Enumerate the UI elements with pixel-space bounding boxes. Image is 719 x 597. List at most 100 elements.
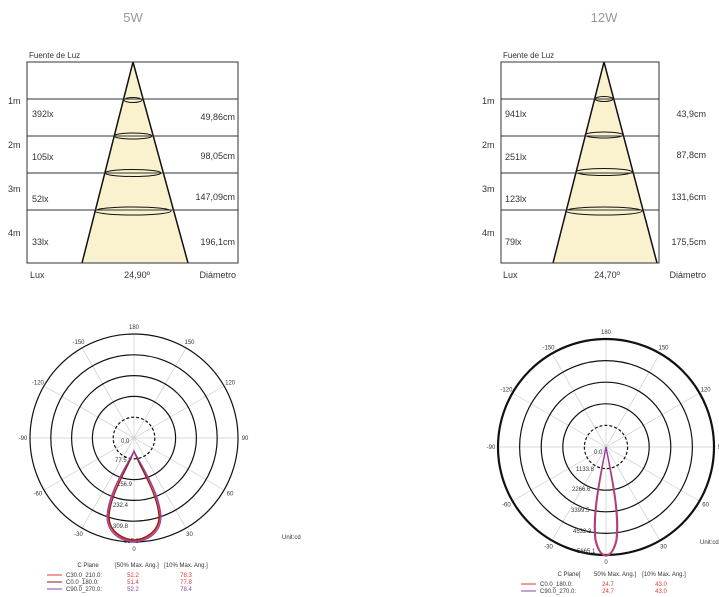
polar-angle-label: 30: [186, 532, 193, 538]
polar-spoke: [43, 437, 135, 491]
legend-half-angle: 24.7: [602, 589, 614, 595]
diameter-value: 87,8cm: [676, 150, 706, 160]
polar-angle-label: -120: [32, 381, 45, 387]
polar-spoke: [133, 385, 225, 439]
polar-angle-label: -90: [19, 436, 28, 442]
legend-plane: C0.0_180.0:: [66, 580, 99, 586]
polar-angle-labels: 180 -150 150 -120 120 -90 90 -60 60 -30 30 0: [19, 325, 249, 553]
polar-angle-label: -60: [34, 492, 43, 498]
diameter-value: 196,1cm: [200, 237, 235, 247]
polar-angle-label: 0: [132, 547, 136, 553]
lux-axis-label: Lux: [30, 270, 45, 280]
polar-angle-label: 150: [184, 340, 195, 346]
lux-value: 251lx: [505, 152, 527, 162]
lux-value: 392lx: [32, 109, 54, 119]
polar-angle-label: 120: [701, 388, 712, 394]
distance-box: [26, 61, 239, 264]
distance-label-2m: 2m: [8, 140, 21, 150]
unit-label: Unit:cd: [700, 540, 719, 546]
diameter-axis-label: Diámetro: [669, 270, 706, 280]
legend-plane: C30.0_210.0:: [66, 573, 102, 579]
distance-label-1m: 1m: [8, 96, 21, 106]
polar-angle-label: 150: [658, 345, 669, 351]
lux-value: 941lx: [505, 109, 527, 119]
polar-spoke: [605, 446, 700, 502]
polar-angle-label: 120: [225, 381, 236, 387]
legend-tenth-angle: 43.0: [655, 582, 667, 588]
legend-tenth-angle: 77.8: [180, 580, 192, 586]
polar-angle-label: -30: [544, 545, 553, 551]
polar-angle-label: 60: [702, 503, 709, 509]
polar-spoke: [605, 392, 700, 448]
diameter-value: 175,5cm: [671, 237, 706, 247]
polar-diagram-5w: 180 -150 150 -120 120 -90 90 -60 60 -30 30 0 0.0 77…: [19, 325, 301, 593]
polar-angle-label: 90: [242, 436, 249, 442]
polar-angle-label: -120: [500, 388, 513, 394]
polar-spoke: [81, 437, 135, 529]
polar-angle-label: 30: [660, 545, 667, 551]
radial-label: 0.0: [594, 450, 603, 456]
lux-axis-label: Lux: [503, 270, 518, 280]
distance-label-4m: 4m: [8, 228, 21, 238]
polar-angle-label: 90: [718, 445, 719, 451]
lux-value: 123lx: [505, 194, 527, 204]
legend-plane: C90.0_270.0:: [66, 587, 102, 593]
diameter-value: 131,6cm: [671, 192, 706, 202]
beam-angle: 24,70º: [594, 270, 621, 280]
polar-diagram-12w: 180 -150 150 -120 120 -90 90 -60 60 -30 30 0 0.0 11…: [487, 330, 719, 595]
polar-angle-label: -60: [502, 503, 511, 509]
radial-label: 4532.3: [573, 529, 592, 535]
radial-label: 3399.5: [571, 508, 590, 514]
distance-box: [500, 61, 660, 264]
panel-12w: 12W Fuente de Luz 1m 2m 3m 4m 941lx 251l…: [482, 10, 706, 280]
polar-ring: [583, 424, 629, 470]
legend-plane: C0.0_180.0:: [540, 582, 573, 588]
legend-header: [10% Max. Ang.]: [164, 563, 208, 569]
diameter-axis-label: Diámetro: [199, 270, 236, 280]
polar-angle-label: 60: [227, 492, 234, 498]
polar-spoke: [551, 353, 607, 448]
lux-value: 105lx: [32, 152, 54, 162]
lux-value: 33lx: [32, 237, 49, 247]
beam-cone: [552, 62, 658, 263]
lux-value: 79lx: [505, 237, 522, 247]
polar-ring: [112, 416, 156, 460]
diameter-value: 147,09cm: [195, 192, 235, 202]
polar-ring: [562, 403, 650, 491]
polar-angle-label: -30: [74, 532, 83, 538]
panel-title: 5W: [123, 10, 143, 25]
polar-ring: [50, 354, 218, 522]
legend-tenth-angle: 78.4: [180, 587, 192, 593]
diameter-value: 49,86cm: [200, 112, 235, 122]
polar-spoke: [81, 347, 135, 439]
light-source-label: Fuente de Luz: [29, 51, 80, 60]
polar-angle-label: -150: [72, 340, 85, 346]
polar-spoke: [551, 446, 607, 541]
legend-half-angle: 52.2: [127, 587, 139, 593]
polar-spoke: [605, 353, 661, 448]
beam-cone: [81, 62, 189, 263]
distance-label-1m: 1m: [482, 96, 495, 106]
unit-label: Unit:cd: [282, 535, 301, 541]
legend-half-angle: 52.2: [127, 573, 139, 579]
polar-ring: [540, 381, 672, 513]
legend: C Plane [50% Max. Ang.] [10% Max. Ang.] …: [47, 563, 208, 593]
legend-half-angle: 51.4: [127, 580, 139, 586]
polar-grid: [29, 333, 239, 543]
polar-angle-labels: 180 -150 150 -120 120 -90 90 -60 60 -30 30 0: [487, 330, 719, 566]
diameter-value: 43,9cm: [676, 109, 706, 119]
legend-header: [50% Max. Ang.]: [115, 563, 159, 569]
lux-value: 52lx: [32, 194, 49, 204]
legend-header: C Plane[: [557, 572, 580, 578]
radial-label: 5665.1: [577, 549, 596, 555]
polar-spoke: [512, 446, 607, 502]
polar-angle-label: 180: [601, 330, 612, 336]
radial-label: 2266.6: [572, 487, 591, 493]
distance-label-2m: 2m: [482, 140, 495, 150]
legend-header: [10% Max. Ang.]: [642, 572, 686, 578]
intensity-curves: [106, 449, 162, 543]
panel-title: 12W: [591, 10, 618, 25]
polar-ring: [70, 375, 198, 502]
light-source-label: Fuente de Luz: [503, 51, 554, 60]
legend-tenth-angle: 43.0: [655, 589, 667, 595]
